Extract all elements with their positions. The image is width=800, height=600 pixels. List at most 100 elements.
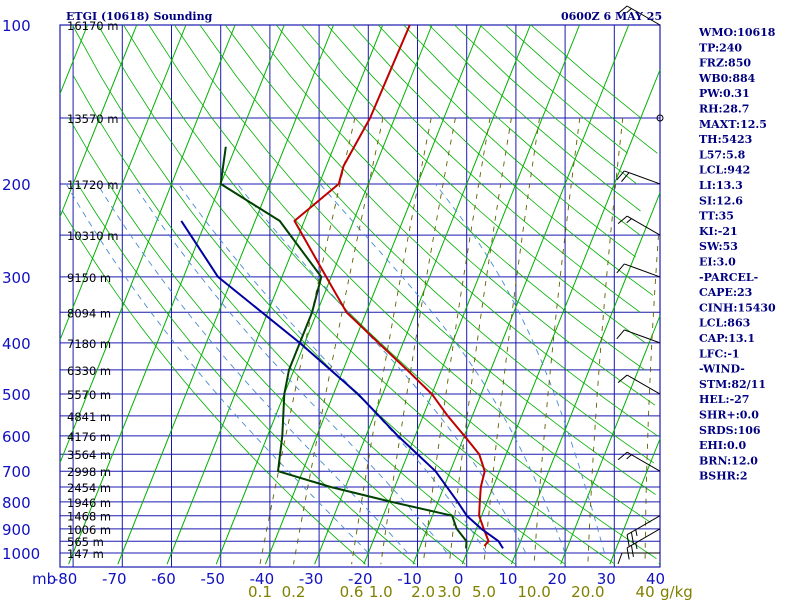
mixing-ratio-line <box>351 117 432 565</box>
height-label: 6330 m <box>67 364 111 378</box>
parcel-profile <box>180 220 504 549</box>
isotherm-line <box>510 192 661 565</box>
wind-barb-flag <box>617 451 628 461</box>
isotherm-line <box>560 315 661 565</box>
dry-adiabat-line <box>224 24 658 437</box>
mixing-ratio-tick-label: 1.0 <box>369 583 393 600</box>
height-label: 1468 m <box>67 510 111 524</box>
isotherm-line <box>314 24 531 565</box>
height-label: 5570 m <box>67 388 111 402</box>
height-label: 9150 m <box>67 271 111 285</box>
wind-barb-flag <box>617 374 628 383</box>
dry-adiabat-line <box>377 24 636 258</box>
sounding-index-entry: STM:82/11 <box>699 378 766 391</box>
temperature-tick-label: 0 <box>454 570 464 588</box>
sounding-index-entry: EHI:0.0 <box>699 439 746 452</box>
pressure-tick-label: 800 <box>2 494 31 512</box>
mixing-ratio-line <box>422 117 491 565</box>
sounding-index-entry: MAXT:12.5 <box>699 118 767 131</box>
pressure-tick-label: 600 <box>2 428 31 446</box>
dry-adiabat-line <box>68 117 466 565</box>
isotherm-line <box>461 69 661 565</box>
moist-adiabat-line <box>236 183 527 554</box>
height-label: 1006 m <box>67 523 111 537</box>
wind-barb-flag <box>630 532 634 544</box>
wind-barb <box>626 215 661 236</box>
mixing-ratio-line <box>644 235 659 565</box>
isotherm-line <box>412 24 630 565</box>
wind-barb-flag <box>626 218 632 224</box>
wind-barb <box>626 374 661 395</box>
sounding-index-entry: LCL:863 <box>699 317 750 330</box>
sounding-index-entry: TT:35 <box>699 210 734 223</box>
mixing-ratio-tick-label: 0.1 <box>248 583 272 600</box>
wind-barb-flag <box>635 529 638 537</box>
sounding-index-entry: SRDS:106 <box>699 424 761 437</box>
height-label: 147 m <box>67 547 104 561</box>
dry-adiabat-line <box>148 24 651 523</box>
mixing-ratio-tick-label: 0.2 <box>282 583 306 600</box>
sounding-index-entry: CINH:15430 <box>699 301 776 314</box>
height-label: 2454 m <box>67 481 111 495</box>
dry-adiabat-line <box>530 24 642 119</box>
wind-barb-flag <box>626 534 630 547</box>
isotherm-line <box>363 24 580 565</box>
isotherm-line <box>166 24 384 565</box>
height-label: 10310 m <box>67 229 118 243</box>
sounding-index-entry: BRN:12.0 <box>699 454 758 467</box>
pressure-tick-label: 200 <box>2 176 31 194</box>
height-label: 16170 m <box>67 19 118 33</box>
height-label: 3564 m <box>67 448 111 462</box>
wind-barb-flag <box>617 552 623 565</box>
mixing-ratio-line <box>483 117 540 565</box>
wind-barb-flag <box>617 215 628 225</box>
wind-barb-flag <box>621 172 630 182</box>
dry-adiabat-line <box>72 24 566 565</box>
sounding-index-entry: LI:13.3 <box>699 179 743 192</box>
dry-adiabat-line <box>73 76 516 565</box>
mixing-ratio-tick-label: 20.0 <box>571 583 604 600</box>
moist-adiabat-line <box>319 183 566 554</box>
calm-wind-marker <box>656 114 664 122</box>
sounding-index-entry: KI:-21 <box>699 225 738 238</box>
isotherm-line <box>609 438 661 565</box>
pressure-tick-label: 1000 <box>2 545 40 563</box>
height-label: 2998 m <box>67 465 111 479</box>
mixing-ratio-line <box>533 117 581 565</box>
height-label: 4176 m <box>67 430 111 444</box>
moist-adiabat-line <box>97 183 409 554</box>
dry-adiabat-lines <box>62 24 658 565</box>
temperature-tick-label: 40 <box>646 570 665 588</box>
isotherm-line <box>59 24 88 94</box>
isotherm-line <box>264 24 482 565</box>
wind-barb-flag <box>626 8 632 14</box>
wind-barb <box>626 528 661 549</box>
sounding-index-entry: L57:5.8 <box>699 148 746 161</box>
moist-adiabat-line <box>65 183 369 554</box>
pressure-tick-label: 500 <box>2 386 31 404</box>
mixing-ratio-line <box>259 117 356 565</box>
sounding-index-entry: WMO:10618 <box>698 26 776 39</box>
height-label: 8094 m <box>67 306 111 320</box>
sounding-index-entry: SHR+:0.0 <box>699 409 759 422</box>
sounding-index-entry: HEL:-27 <box>699 393 749 406</box>
sounding-index-entry: SW:53 <box>699 240 738 253</box>
temperature-tick-label: -80 <box>53 570 78 588</box>
chart-grid <box>59 24 661 568</box>
mixing-ratio-lines <box>259 117 659 565</box>
dry-adiabat-line <box>505 24 658 154</box>
dewpoint-profile <box>219 146 468 549</box>
pressure-tick-label: 700 <box>2 463 31 481</box>
isotherm-line <box>117 24 334 565</box>
isotherm-line <box>59 24 236 463</box>
dry-adiabat-line <box>275 24 646 371</box>
sounding-index-entry: LFC:-1 <box>699 347 740 360</box>
wind-barb-flag <box>616 329 625 340</box>
wind-barb <box>626 451 661 472</box>
pressure-tick-label: 300 <box>2 269 31 287</box>
dry-adiabat-line <box>97 24 616 565</box>
temperature-tick-label: 10 <box>498 570 517 588</box>
dry-adiabat-line <box>479 24 628 154</box>
temperature-tick-label: -10 <box>397 570 422 588</box>
isotherm-line <box>215 24 433 565</box>
